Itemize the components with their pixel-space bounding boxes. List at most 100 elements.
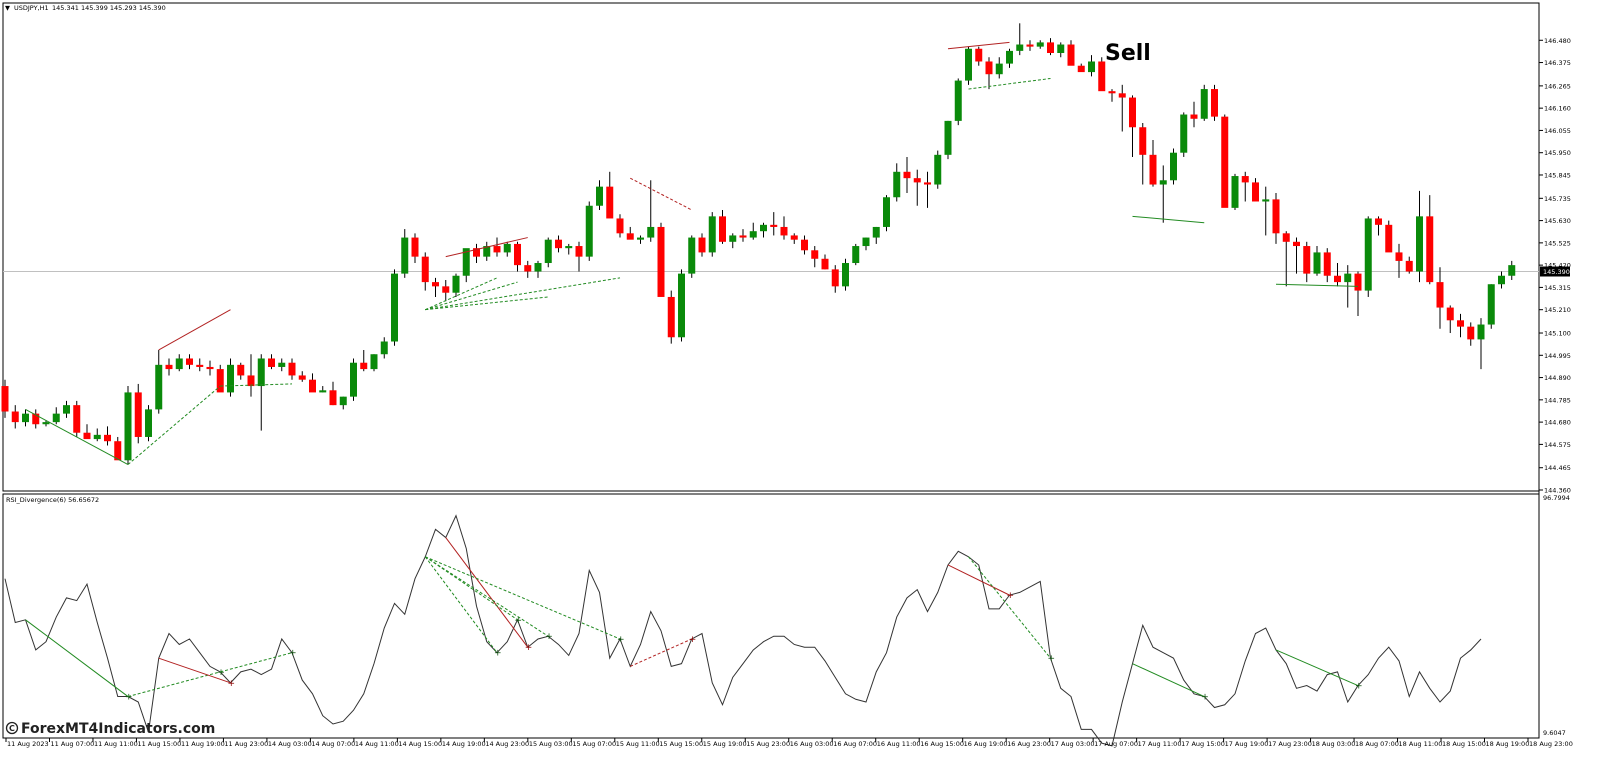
bear-candle xyxy=(1108,91,1116,94)
bear-candle xyxy=(1241,176,1249,183)
price-tick-label: 145.100 xyxy=(1544,330,1571,338)
rsi-bullish-divergence xyxy=(1132,663,1205,697)
bullish-divergence-line xyxy=(25,408,129,465)
bear-candle xyxy=(32,413,40,425)
bull-candle xyxy=(1057,44,1065,54)
bull-candle xyxy=(1159,180,1167,185)
header-dropdown-icon[interactable]: ▼ xyxy=(5,4,10,12)
bear-candle xyxy=(985,61,993,75)
symbol-label: USDJPY,H1 xyxy=(14,4,49,12)
price-tick-label: 146.160 xyxy=(1544,105,1571,113)
divergence-marker: + xyxy=(1355,682,1363,692)
bear-candle xyxy=(903,171,911,179)
watermark: C ForexMT4Indicators.com xyxy=(5,721,215,737)
bull-candle xyxy=(1200,89,1208,119)
divergence-marker: + xyxy=(515,616,523,626)
bullish-divergence-line xyxy=(968,77,1051,90)
bear-candle xyxy=(924,182,931,185)
time-axis: 11 Aug 2023 11 Aug 07:00 11 Aug 11:00 11 Au… xyxy=(5,738,1573,748)
price-tick-label: 144.680 xyxy=(1544,419,1571,427)
sell-signal-label: Sell xyxy=(1105,41,1151,66)
bear-candle xyxy=(739,235,747,238)
bull-candle xyxy=(339,396,347,406)
bear-candle xyxy=(657,226,665,297)
bear-candle xyxy=(1385,224,1393,253)
bear-candle xyxy=(104,434,111,442)
bull-candle xyxy=(22,413,29,423)
divergence-marker: + xyxy=(217,668,225,678)
time-tick-label: 14 Aug 15:00 xyxy=(398,740,442,748)
time-tick-label: 15 Aug 11:00 xyxy=(616,740,660,748)
bull-candle xyxy=(534,263,542,272)
bull-candle xyxy=(965,48,972,81)
bear-candle xyxy=(1067,44,1075,66)
divergence-marker: + xyxy=(1007,591,1015,601)
bear-candle xyxy=(114,441,122,461)
rsi-bearish-divergence xyxy=(947,564,1010,596)
rsi-bullish-divergence xyxy=(220,652,293,673)
bear-candle xyxy=(606,186,614,219)
time-tick-label: 15 Aug 23:00 xyxy=(746,740,790,748)
bull-candle xyxy=(1088,61,1095,73)
bullish-divergence-line xyxy=(425,296,549,311)
bear-candle xyxy=(1282,233,1290,242)
bear-candle xyxy=(1190,114,1198,119)
bear-candle xyxy=(1129,97,1136,128)
bull-candle xyxy=(380,341,388,355)
price-tick-label: 145.950 xyxy=(1544,149,1571,157)
bull-candle xyxy=(1313,252,1321,274)
time-tick-label: 17 Aug 15:00 xyxy=(1181,740,1225,748)
price-tick-label: 145.845 xyxy=(1544,171,1571,179)
bear-candle xyxy=(811,250,819,259)
bear-candle xyxy=(667,296,675,338)
price-tick-label: 145.735 xyxy=(1544,195,1571,203)
time-tick-label: 18 Aug 11:00 xyxy=(1399,740,1443,748)
bull-candle xyxy=(1262,199,1270,202)
bear-candle xyxy=(770,224,778,227)
bear-candle xyxy=(1323,252,1331,276)
bear-candle xyxy=(790,235,798,240)
time-tick-label: 14 Aug 11:00 xyxy=(355,740,399,748)
price-tick-label: 146.265 xyxy=(1544,82,1571,90)
time-tick-label: 16 Aug 19:00 xyxy=(964,740,1008,748)
time-tick-label: 18 Aug 23:00 xyxy=(1529,740,1573,748)
time-tick-label: 16 Aug 03:00 xyxy=(790,740,834,748)
bear-candle xyxy=(1293,241,1300,247)
bullish-divergence-line xyxy=(127,385,221,465)
bear-candle xyxy=(780,226,788,236)
current-price-label: 145.390 xyxy=(1543,268,1570,276)
bear-candle xyxy=(473,248,480,257)
bull-candle xyxy=(1477,324,1485,340)
divergence-marker: + xyxy=(289,649,297,659)
divergence-marker: + xyxy=(125,693,133,703)
time-tick-label: 18 Aug 07:00 xyxy=(1355,740,1399,748)
bull-candle xyxy=(257,358,265,387)
bear-candle xyxy=(1077,65,1085,73)
bear-candle xyxy=(626,233,634,240)
bull-candle xyxy=(1508,265,1516,276)
bullish-divergence-line xyxy=(425,281,518,311)
bull-candle xyxy=(1498,275,1505,285)
bear-candle xyxy=(975,48,983,62)
bull-candle xyxy=(647,226,655,238)
bull-candle xyxy=(760,224,767,232)
price-tick-label: 144.360 xyxy=(1544,487,1571,495)
bear-candle xyxy=(247,375,255,387)
bear-candle xyxy=(1457,320,1464,327)
bear-candle xyxy=(1467,326,1475,340)
bull-candle xyxy=(565,246,573,249)
bear-candle xyxy=(83,432,91,440)
bull-candle xyxy=(995,63,1003,75)
time-tick-label: 18 Aug 15:00 xyxy=(1442,740,1486,748)
bull-candle xyxy=(124,392,132,461)
time-tick-label: 17 Aug 11:00 xyxy=(1138,740,1182,748)
time-tick-label: 15 Aug 19:00 xyxy=(703,740,747,748)
time-tick-label: 18 Aug 03:00 xyxy=(1312,740,1356,748)
bear-candle xyxy=(1303,246,1311,274)
bull-candle xyxy=(862,237,870,247)
bear-candle xyxy=(288,362,296,376)
bull-candle xyxy=(1006,50,1013,64)
time-tick-label: 11 Aug 15:00 xyxy=(137,740,181,748)
indicator-label: RSI_Divergence(6) 56.65672 xyxy=(6,496,99,504)
